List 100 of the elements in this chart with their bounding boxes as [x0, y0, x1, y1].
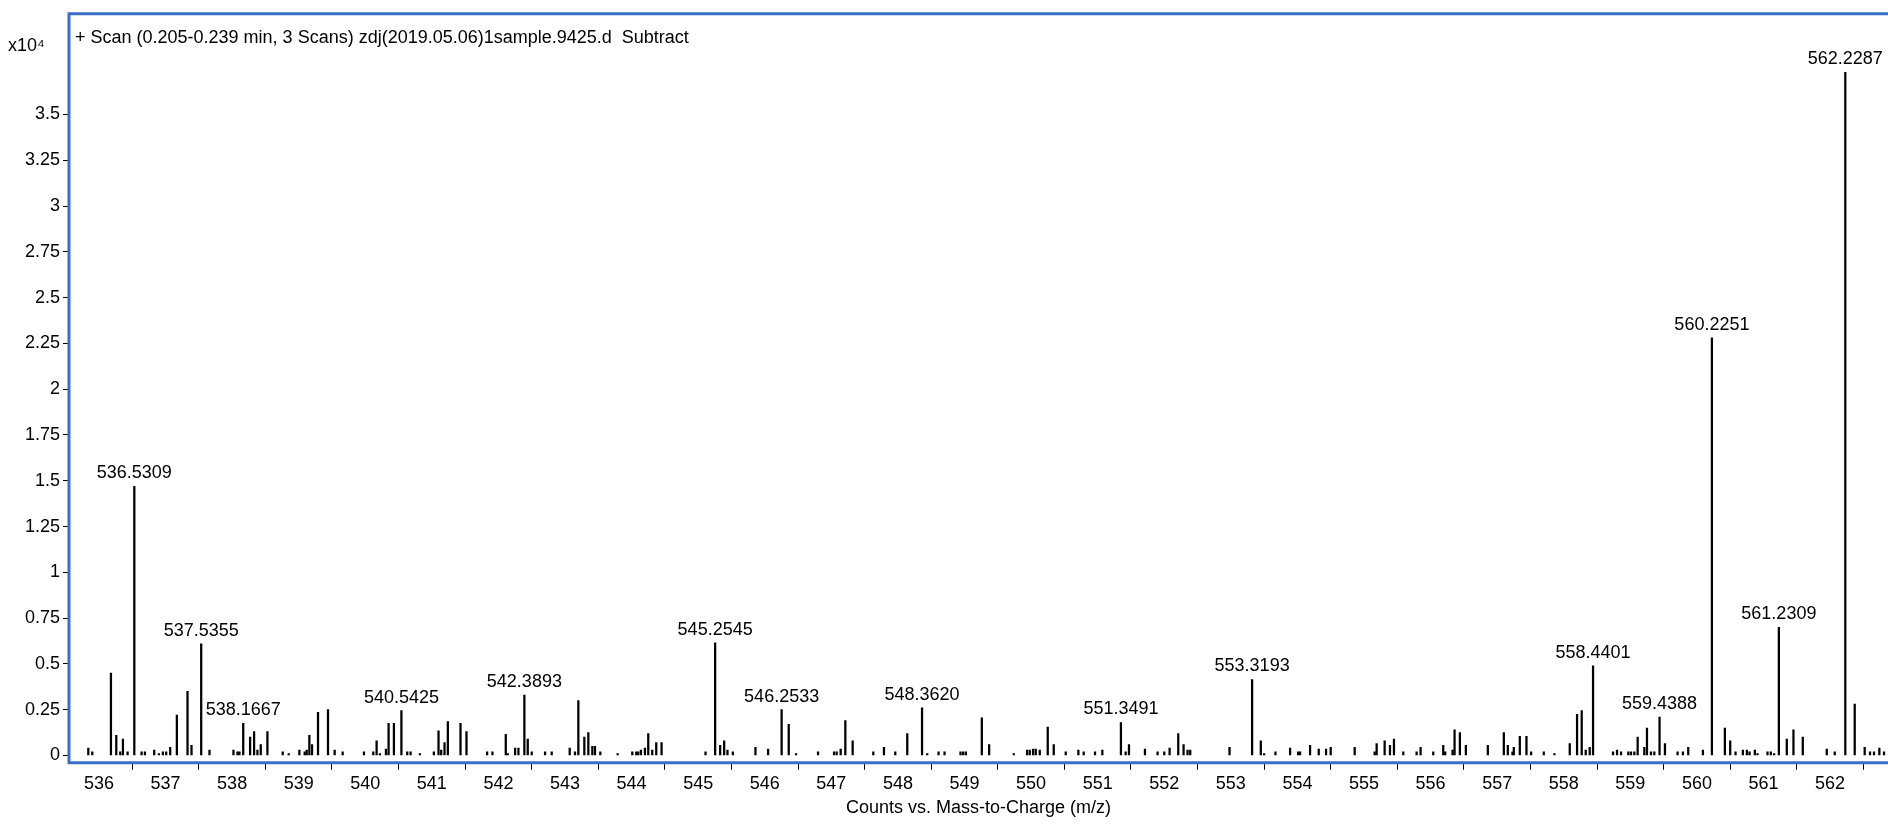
x-tick-label: 543: [550, 772, 581, 793]
bar: [794, 753, 798, 756]
x-tick-label: 555: [1348, 772, 1380, 793]
annotation: 559.4388: [1622, 692, 1698, 713]
bar: [1419, 746, 1422, 756]
bar: [1553, 753, 1556, 756]
x-tick-label: 546: [749, 772, 780, 793]
bar: [1383, 740, 1386, 756]
x-axis-title: Counts vs. Mass-to-Charge (m/z): [845, 797, 1112, 818]
annotation: 536.5309: [96, 462, 172, 483]
bar: [400, 710, 403, 756]
bar: [491, 751, 494, 756]
bar: [616, 753, 619, 756]
annotation: 561.2309: [1741, 603, 1817, 624]
bar: [926, 753, 929, 756]
bar: [186, 691, 189, 756]
bar: [1156, 751, 1159, 756]
annotation: 560.2251: [1674, 313, 1750, 334]
x-tick-label: 541: [416, 772, 447, 793]
y-tick-label: 0.5: [34, 652, 60, 673]
bar: [232, 749, 235, 756]
x-tick-label: 561: [1748, 772, 1779, 793]
bar: [937, 751, 940, 756]
x-tick-label: 547: [816, 772, 847, 793]
bar: [287, 753, 290, 756]
bar: [375, 740, 378, 756]
x-tick-label: 558: [1548, 772, 1579, 793]
annotation: 537.5355: [163, 619, 239, 640]
y-tick-label: 0: [49, 744, 60, 765]
annotation: 545.2545: [677, 618, 753, 639]
bar: [1773, 753, 1776, 756]
y-tick-label: 1.25: [24, 515, 60, 536]
y-tick-label: 3.25: [24, 149, 60, 170]
bar: [943, 751, 946, 756]
y-tick-label: 2.25: [24, 332, 60, 353]
bar: [437, 730, 440, 756]
bar: [754, 746, 757, 756]
x-tick-label: 553: [1215, 772, 1246, 793]
bar: [1228, 746, 1231, 756]
annotation: 558.4401: [1555, 641, 1631, 662]
x-tick-label: 539: [283, 772, 314, 793]
bar: [418, 753, 422, 756]
annotation: 548.3620: [884, 683, 960, 704]
x-tick-label: 544: [616, 772, 647, 793]
bar: [157, 753, 161, 756]
annotation: 562.2287: [1807, 48, 1883, 69]
bar: [208, 749, 211, 756]
bar: [1729, 740, 1732, 756]
bar: [1259, 740, 1262, 756]
x-tick-label: 540: [350, 772, 381, 793]
text: + Scan (0.205-0.239 min, 3 Scans) zdj(2019.05.06)1sample.9425.d Subtract: [75, 26, 689, 47]
bar: [517, 747, 520, 756]
x-tick-label: 551: [1082, 772, 1113, 793]
bar: [1077, 749, 1080, 756]
bar: [704, 751, 707, 756]
x-tick-label: 552: [1149, 772, 1180, 793]
bar: [387, 723, 390, 756]
bar: [1012, 753, 1015, 756]
x-tick-label: 556: [1415, 772, 1446, 793]
x-tick-label: 559: [1615, 772, 1646, 793]
y-tick-label: 1: [49, 561, 60, 582]
x-tick-label: 562: [1815, 772, 1846, 793]
annotation: 553.3193: [1214, 655, 1290, 676]
x-tick-label: 557: [1482, 772, 1513, 793]
y-tick-label: 2.75: [24, 240, 60, 261]
x-tick-label: 549: [949, 772, 980, 793]
annotation: 546.2533: [744, 685, 820, 706]
y-tick-label: 1.5: [34, 469, 60, 490]
bar: [298, 749, 301, 756]
bar: [1453, 729, 1456, 756]
annotation: 540.5425: [363, 686, 439, 707]
x-tick-label: 538: [217, 772, 248, 793]
annotation: 551.3491: [1083, 698, 1159, 719]
y-tick-label: 0.75: [24, 607, 60, 628]
bar: [1168, 747, 1171, 756]
bar: [1274, 751, 1277, 756]
bar: [126, 751, 129, 756]
y-tick-label: 3: [49, 195, 60, 216]
bar: [266, 731, 269, 756]
x-tick-label: 550: [1016, 772, 1047, 793]
bar: [140, 751, 143, 756]
x-tick-label: 542: [483, 772, 514, 793]
y-tick-label: 2.5: [34, 286, 60, 307]
bar: [1415, 751, 1418, 756]
y-tick-label: 3.5: [34, 103, 60, 124]
x-tick-label: 548: [882, 772, 913, 793]
bar: [1756, 753, 1759, 756]
bar: [1525, 735, 1528, 756]
bar: [459, 723, 462, 756]
y-tick-label: 2: [49, 378, 60, 399]
bar: [1734, 751, 1737, 756]
bar: [660, 742, 663, 756]
y-axis-title: x10⁴: [8, 34, 45, 55]
bar: [1182, 744, 1185, 756]
x-tick-label: 537: [150, 772, 181, 793]
x-tick-label: 536: [83, 772, 114, 793]
bar: [1676, 751, 1679, 756]
x-tick-label: 554: [1282, 772, 1313, 793]
y-tick-label: 0.25: [24, 698, 60, 719]
bar: [1792, 729, 1795, 756]
